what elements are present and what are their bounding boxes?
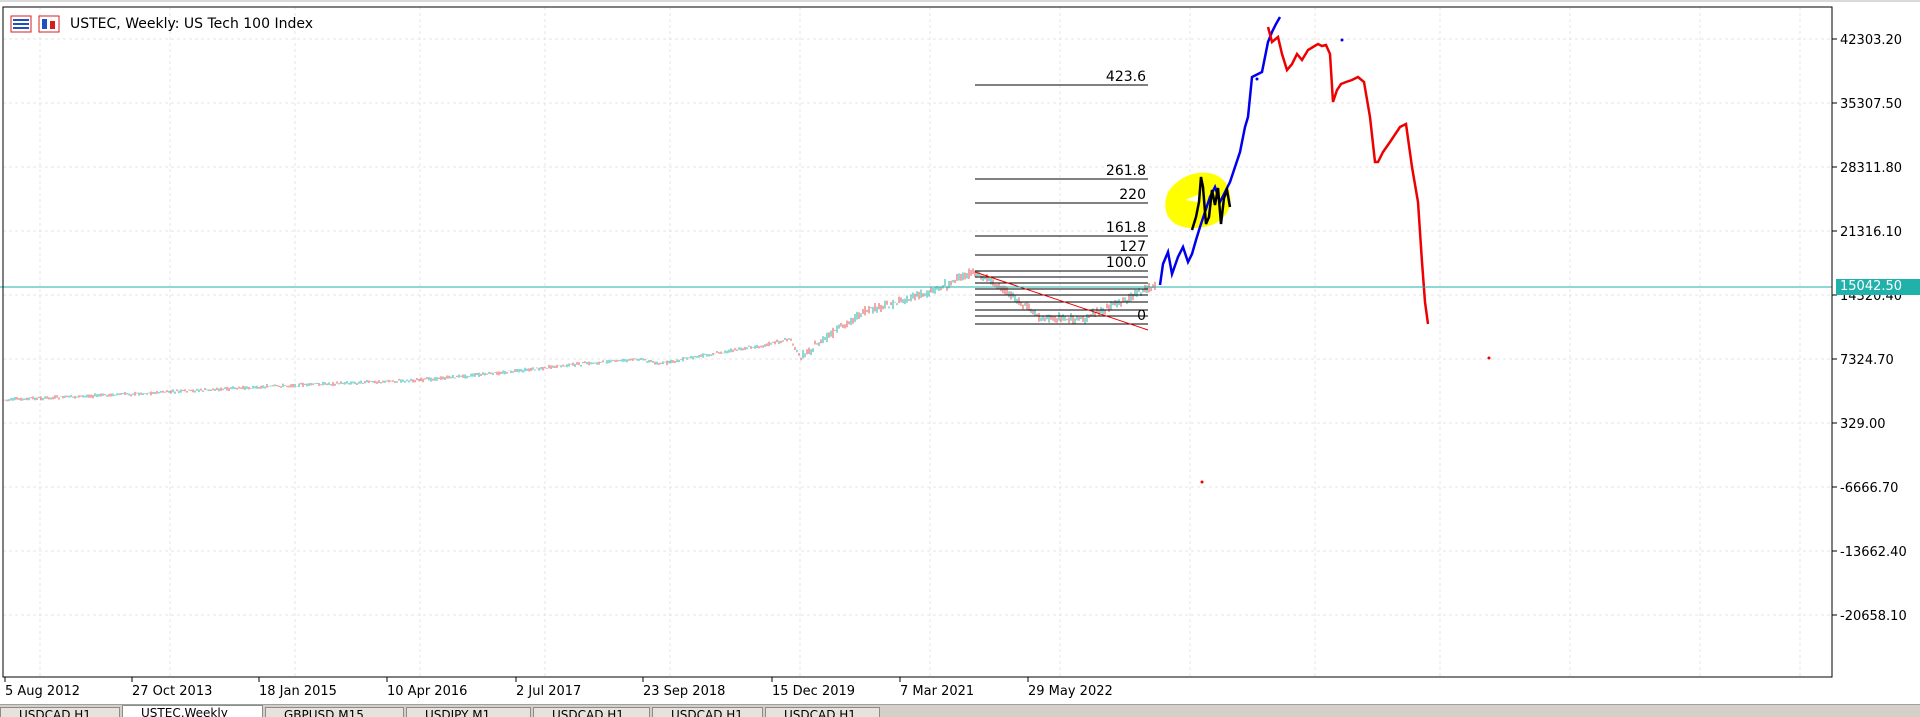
fib-level-label: 0 <box>1137 308 1146 324</box>
time-axis[interactable]: 5 Aug 2012 27 Oct 2013 18 Jan 2015 10 Apr 2… <box>4 677 1113 699</box>
price-tick-label: 329.00 <box>1840 417 1886 432</box>
chart-grid <box>3 7 1832 677</box>
fib-level-label: 127 <box>1119 239 1146 255</box>
chart-tab-bar: USDCAD,H1 USTEC,Weekly GBPUSD,M15 USDJPY,M1… <box>0 704 1920 717</box>
chart-tab[interactable]: USDCAD,H1 <box>652 707 763 717</box>
window-top-border <box>0 0 1920 2</box>
fib-level-label: 100.0 <box>1106 255 1146 271</box>
price-tick-label: -6666.70 <box>1840 481 1898 496</box>
trendline[interactable] <box>974 271 1149 331</box>
price-tick-label: 21316.10 <box>1840 225 1902 240</box>
highlight-glint <box>1185 194 1200 202</box>
fib-level-label: 261.8 <box>1106 163 1146 179</box>
black-price-scribble[interactable] <box>1190 176 1232 231</box>
price-tick-label: -20658.10 <box>1840 609 1907 624</box>
price-tick-label: 7324.70 <box>1840 353 1894 368</box>
chart-tab[interactable]: USDCAD,H1 <box>0 707 120 717</box>
time-tick-label: 15 Dec 2019 <box>772 684 855 699</box>
plot-frame <box>2 6 1833 678</box>
trendline-group[interactable] <box>974 271 1149 331</box>
chart-tab[interactable]: USTEC,Weekly <box>122 705 263 717</box>
time-tick-label: 23 Sep 2018 <box>643 684 725 699</box>
price-tick-label: 42303.20 <box>1840 33 1902 48</box>
blue-projection-line[interactable] <box>1158 16 1282 286</box>
chart-tab[interactable]: USDCAD,H1 <box>765 707 880 717</box>
price-tick-label: 35307.50 <box>1840 97 1902 112</box>
time-tick-label: 10 Apr 2016 <box>387 684 467 699</box>
red-dot-mark <box>1487 356 1491 360</box>
blue-dot-mark <box>1255 77 1259 81</box>
fib-level-label: 423.6 <box>1106 69 1146 85</box>
time-tick-label: 2 Jul 2017 <box>516 684 581 699</box>
blue-dot-mark <box>1340 38 1344 42</box>
chart-title: USTEC, Weekly: US Tech 100 Index <box>70 16 313 32</box>
time-tick-label: 27 Oct 2013 <box>132 684 212 699</box>
fib-level-label: 220 <box>1119 187 1146 203</box>
time-tick-label: 5 Aug 2012 <box>5 684 80 699</box>
fib-level-label: 161.8 <box>1106 220 1146 236</box>
price-axis[interactable]: 42303.2035307.5028311.8021316.1014320.40… <box>1832 33 1907 624</box>
time-tick-label: 18 Jan 2015 <box>259 684 337 699</box>
price-tick-label: 28311.80 <box>1840 161 1902 176</box>
price-history-candles <box>4 268 1156 402</box>
chart-list-icon[interactable] <box>10 15 32 33</box>
chart-tab[interactable]: USDJPY,M1 <box>406 707 531 717</box>
freehand-drawings[interactable] <box>1158 16 1491 484</box>
chart-header: USTEC, Weekly: US Tech 100 Index <box>10 14 313 34</box>
chart-tab[interactable]: USDCAD,H1 <box>533 707 650 717</box>
chart-window-icon[interactable] <box>38 15 60 33</box>
red-projection-line[interactable] <box>1266 26 1430 325</box>
current-price-badge: 15042.50 <box>1836 279 1920 295</box>
chart-window[interactable]: 423.6 261.8 220 161.8 127 100.0 0 42303.20 3530… <box>0 2 1920 704</box>
price-tick-label: -13662.40 <box>1840 545 1907 560</box>
time-tick-label: 7 Mar 2021 <box>900 684 974 699</box>
red-dot-mark <box>1200 480 1204 484</box>
time-tick-label: 29 May 2022 <box>1028 684 1113 699</box>
chart-tab[interactable]: GBPUSD,M15 <box>265 707 404 717</box>
